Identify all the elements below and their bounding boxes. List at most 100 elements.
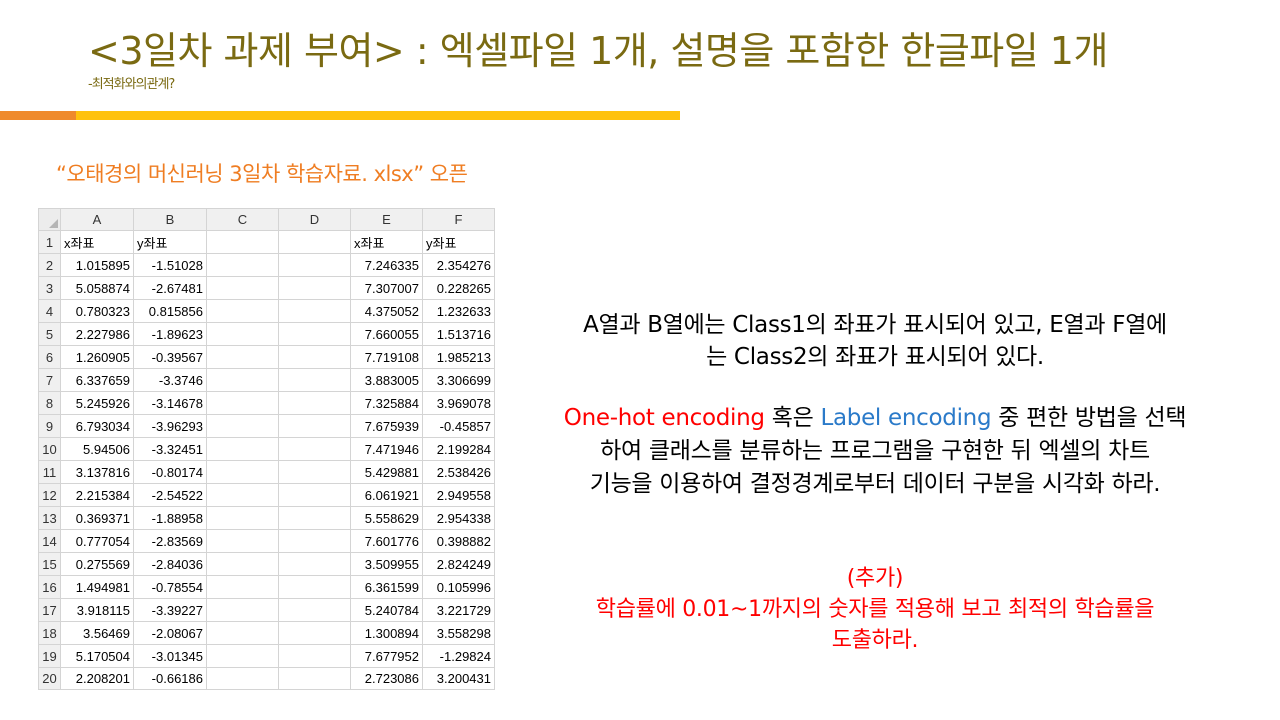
cell[interactable]: 1.232633	[422, 299, 495, 323]
cell[interactable]: 4.375052	[350, 299, 423, 323]
cell[interactable]: 2.199284	[422, 437, 495, 461]
cell[interactable]	[206, 529, 279, 553]
row-header[interactable]: 17	[38, 598, 61, 622]
cell[interactable]: 2.208201	[60, 667, 134, 690]
cell[interactable]: -0.66186	[133, 667, 207, 690]
cell[interactable]	[206, 368, 279, 392]
row-header[interactable]: 20	[38, 667, 61, 690]
cell[interactable]: 2.538426	[422, 460, 495, 484]
cell[interactable]: 2.949558	[422, 483, 495, 507]
cell[interactable]: -0.39567	[133, 345, 207, 369]
cell[interactable]: x좌표	[350, 230, 423, 254]
cell[interactable]: y좌표	[422, 230, 495, 254]
select-all-corner[interactable]	[38, 208, 61, 231]
cell[interactable]: 6.337659	[60, 368, 134, 392]
row-header[interactable]: 10	[38, 437, 61, 461]
cell[interactable]: -2.54522	[133, 483, 207, 507]
cell[interactable]	[278, 506, 351, 530]
cell[interactable]: -3.39227	[133, 598, 207, 622]
cell[interactable]: -3.01345	[133, 644, 207, 668]
cell[interactable]: 3.56469	[60, 621, 134, 645]
cell[interactable]: 7.471946	[350, 437, 423, 461]
row-header[interactable]: 8	[38, 391, 61, 415]
cell[interactable]: 1.985213	[422, 345, 495, 369]
cell[interactable]: 2.354276	[422, 253, 495, 277]
cell[interactable]: 7.719108	[350, 345, 423, 369]
cell[interactable]: 5.058874	[60, 276, 134, 300]
cell[interactable]: -3.32451	[133, 437, 207, 461]
cell[interactable]	[206, 483, 279, 507]
cell[interactable]: 6.361599	[350, 575, 423, 599]
cell[interactable]	[206, 322, 279, 346]
cell[interactable]	[206, 276, 279, 300]
cell[interactable]: -2.08067	[133, 621, 207, 645]
cell[interactable]: 3.918115	[60, 598, 134, 622]
cell[interactable]	[206, 621, 279, 645]
column-header-f[interactable]: F	[422, 208, 495, 231]
cell[interactable]: 2.227986	[60, 322, 134, 346]
cell[interactable]: 0.780323	[60, 299, 134, 323]
row-header[interactable]: 14	[38, 529, 61, 553]
cell[interactable]	[278, 552, 351, 576]
cell[interactable]: 1.494981	[60, 575, 134, 599]
cell[interactable]: y좌표	[133, 230, 207, 254]
column-header-d[interactable]: D	[278, 208, 351, 231]
column-header-c[interactable]: C	[206, 208, 279, 231]
cell[interactable]	[278, 414, 351, 438]
column-header-e[interactable]: E	[350, 208, 423, 231]
cell[interactable]: 7.307007	[350, 276, 423, 300]
cell[interactable]	[278, 644, 351, 668]
cell[interactable]	[206, 299, 279, 323]
row-header[interactable]: 12	[38, 483, 61, 507]
cell[interactable]	[278, 368, 351, 392]
row-header[interactable]: 3	[38, 276, 61, 300]
cell[interactable]	[278, 598, 351, 622]
cell[interactable]: -0.80174	[133, 460, 207, 484]
cell[interactable]: -3.3746	[133, 368, 207, 392]
cell[interactable]: 5.245926	[60, 391, 134, 415]
cell[interactable]: 1.260905	[60, 345, 134, 369]
cell[interactable]	[278, 391, 351, 415]
cell[interactable]: 3.306699	[422, 368, 495, 392]
cell[interactable]	[206, 230, 279, 254]
cell[interactable]: 5.170504	[60, 644, 134, 668]
cell[interactable]: -3.96293	[133, 414, 207, 438]
row-header[interactable]: 13	[38, 506, 61, 530]
cell[interactable]: 2.824249	[422, 552, 495, 576]
cell[interactable]	[206, 437, 279, 461]
cell[interactable]: 7.246335	[350, 253, 423, 277]
cell[interactable]: 3.883005	[350, 368, 423, 392]
cell[interactable]: -0.45857	[422, 414, 495, 438]
cell[interactable]: 7.325884	[350, 391, 423, 415]
cell[interactable]: 7.601776	[350, 529, 423, 553]
cell[interactable]	[206, 598, 279, 622]
cell[interactable]: 2.723086	[350, 667, 423, 690]
cell[interactable]: -1.89623	[133, 322, 207, 346]
cell[interactable]: 0.815856	[133, 299, 207, 323]
cell[interactable]: -1.88958	[133, 506, 207, 530]
cell[interactable]: 1.015895	[60, 253, 134, 277]
cell[interactable]: 3.137816	[60, 460, 134, 484]
cell[interactable]	[278, 621, 351, 645]
cell[interactable]	[206, 460, 279, 484]
cell[interactable]: 5.558629	[350, 506, 423, 530]
cell[interactable]: -1.51028	[133, 253, 207, 277]
cell[interactable]	[206, 391, 279, 415]
cell[interactable]: 0.228265	[422, 276, 495, 300]
cell[interactable]	[278, 276, 351, 300]
cell[interactable]	[278, 345, 351, 369]
cell[interactable]: -2.67481	[133, 276, 207, 300]
cell[interactable]: -2.84036	[133, 552, 207, 576]
cell[interactable]: 5.240784	[350, 598, 423, 622]
cell[interactable]: 6.793034	[60, 414, 134, 438]
row-header[interactable]: 18	[38, 621, 61, 645]
row-header[interactable]: 15	[38, 552, 61, 576]
cell[interactable]: -1.29824	[422, 644, 495, 668]
column-header-b[interactable]: B	[133, 208, 207, 231]
cell[interactable]: 0.275569	[60, 552, 134, 576]
cell[interactable]	[206, 644, 279, 668]
cell[interactable]: 7.675939	[350, 414, 423, 438]
cell[interactable]	[206, 667, 279, 690]
cell[interactable]: 1.513716	[422, 322, 495, 346]
row-header[interactable]: 2	[38, 253, 61, 277]
